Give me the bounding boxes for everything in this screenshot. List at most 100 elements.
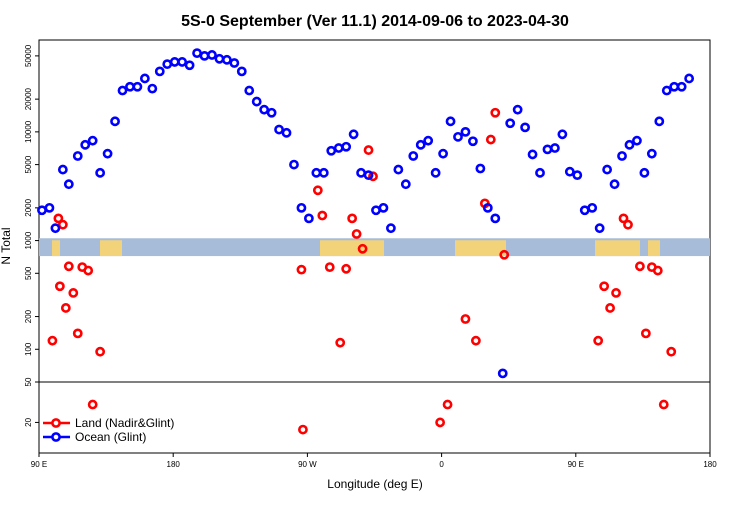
ocean-point xyxy=(594,223,605,234)
land-point xyxy=(95,346,106,357)
y-tick-label: 100 xyxy=(24,342,33,356)
y-tick-label: 50000 xyxy=(24,44,33,67)
ocean-point xyxy=(393,164,404,175)
ocean-point xyxy=(490,213,501,224)
ocean-point xyxy=(676,81,687,92)
legend-label: Ocean (Glint) xyxy=(75,430,146,444)
ocean-point xyxy=(95,167,106,178)
land-point xyxy=(87,399,98,410)
land-point xyxy=(298,424,308,435)
ocean-point xyxy=(579,205,590,216)
land-point xyxy=(368,171,378,182)
land-point xyxy=(666,346,677,357)
x-tick-label: 90 E xyxy=(31,460,47,469)
x-axis: 90 E 180 90 W 0 90 E 180 xyxy=(31,453,717,469)
ocean-point xyxy=(57,164,68,175)
ocean-point xyxy=(408,151,419,161)
ocean-point xyxy=(125,81,135,92)
main-plot-frame xyxy=(38,39,711,383)
ocean-point xyxy=(147,83,158,94)
ocean-point xyxy=(296,202,307,213)
land-point xyxy=(599,281,610,292)
ocean-point xyxy=(527,149,538,160)
ocean-point xyxy=(221,54,232,65)
land-point xyxy=(635,261,645,272)
ocean-point xyxy=(542,144,553,155)
ocean-point xyxy=(348,129,359,140)
legend-marker xyxy=(51,418,61,428)
ocean-point xyxy=(371,205,381,216)
ocean-point xyxy=(475,163,486,174)
ocean-point xyxy=(438,148,448,159)
ocean-point xyxy=(266,107,277,118)
land-point xyxy=(335,337,346,348)
ocean-point xyxy=(192,48,202,59)
ocean-point xyxy=(564,166,575,177)
ocean-point xyxy=(423,135,434,146)
land-point xyxy=(640,328,651,339)
ocean-point xyxy=(333,143,344,153)
land-point xyxy=(324,262,335,273)
ocean-point xyxy=(453,131,463,142)
ocean-point xyxy=(505,118,516,129)
ocean-point xyxy=(669,81,680,92)
ocean-point xyxy=(236,66,247,77)
legend-label: Land (Nadir&Glint) xyxy=(75,416,174,430)
ocean-point xyxy=(229,58,240,68)
ocean-point xyxy=(117,85,128,96)
data-points xyxy=(37,48,695,435)
ocean-point xyxy=(110,116,120,127)
ocean-point xyxy=(378,202,389,213)
ocean-point xyxy=(37,205,47,216)
y-lower-tick-label: 20 xyxy=(24,417,33,426)
ocean-point xyxy=(318,167,329,178)
map-land-3 xyxy=(455,240,506,257)
map-land-0 xyxy=(52,240,60,257)
y-tick-label: 200 xyxy=(24,309,33,323)
ocean-point xyxy=(154,66,165,77)
ocean-point xyxy=(259,104,270,115)
ocean-point xyxy=(80,139,91,150)
lower-plot-frame xyxy=(38,381,711,454)
ocean-point xyxy=(50,223,61,234)
ocean-point xyxy=(363,170,374,181)
land-point xyxy=(341,263,352,274)
land-point xyxy=(351,229,362,239)
ocean-point xyxy=(497,368,508,379)
ocean-point xyxy=(460,126,471,137)
x-tick-label: 180 xyxy=(167,460,181,469)
y-axis: 50 100 200 500 1000 2000 5000 10000 20000 50000 xyxy=(24,44,39,386)
ocean-point xyxy=(214,53,225,64)
x-tick-label: 90 E xyxy=(568,460,584,469)
map-land-1 xyxy=(100,240,122,257)
land-point xyxy=(485,134,496,145)
land-point xyxy=(54,281,65,292)
land-point xyxy=(618,213,629,224)
map-land-5 xyxy=(648,240,660,257)
ocean-point xyxy=(356,167,366,178)
land-point xyxy=(460,314,471,324)
ocean-point xyxy=(572,170,583,181)
y-tick-label: 20000 xyxy=(24,87,33,110)
land-point xyxy=(347,213,358,224)
land-point xyxy=(83,265,94,276)
ocean-point xyxy=(132,81,143,92)
y-tick-label: 50 xyxy=(24,377,33,386)
land-point xyxy=(317,210,328,221)
ocean-point xyxy=(169,57,180,67)
ocean-point xyxy=(632,135,642,146)
land-point xyxy=(57,219,68,230)
ocean-point xyxy=(303,213,314,224)
land-point xyxy=(296,264,307,275)
legend: Land (Nadir&Glint)Ocean (Glint) xyxy=(43,416,174,444)
ocean-point xyxy=(639,167,650,178)
ocean-point xyxy=(617,151,627,161)
ocean-point xyxy=(535,167,545,178)
x-tick-label: 90 W xyxy=(298,460,317,469)
ocean-point xyxy=(520,122,531,133)
land-point xyxy=(470,335,481,346)
x-axis-label: Longitude (deg E) xyxy=(327,477,422,491)
land-point xyxy=(435,417,446,428)
map-land-4 xyxy=(595,240,640,257)
